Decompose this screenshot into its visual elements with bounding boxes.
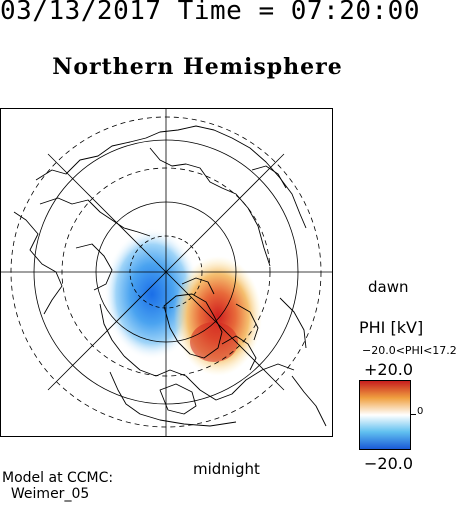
polar-map — [0, 108, 333, 437]
colorbar-mid-label: 0 — [417, 406, 424, 417]
dawn-label: dawn — [368, 278, 409, 296]
colorbar-max-label: +20.0 — [364, 360, 414, 379]
colorbar-min-label: −20.0 — [364, 454, 414, 473]
credit-line-1: Model at CCMC: — [2, 470, 114, 486]
midnight-label: midnight — [193, 460, 260, 478]
colorbar — [359, 380, 411, 450]
credit-line-2: Weimer_05 — [10, 486, 90, 502]
coastlines — [13, 125, 327, 427]
datetime-header: 03/13/2017 Time = 07:20:00 — [0, 0, 420, 26]
colorbar-mid-tick — [411, 414, 416, 415]
model-credit: Model at CCMC: Weimer_05 — [2, 470, 113, 502]
map-title: Northern Hemisphere — [52, 54, 343, 80]
colorbar-range: −20.0<PHI<17.2 — [362, 344, 457, 357]
colorbar-title: PHI [kV] — [359, 318, 424, 337]
